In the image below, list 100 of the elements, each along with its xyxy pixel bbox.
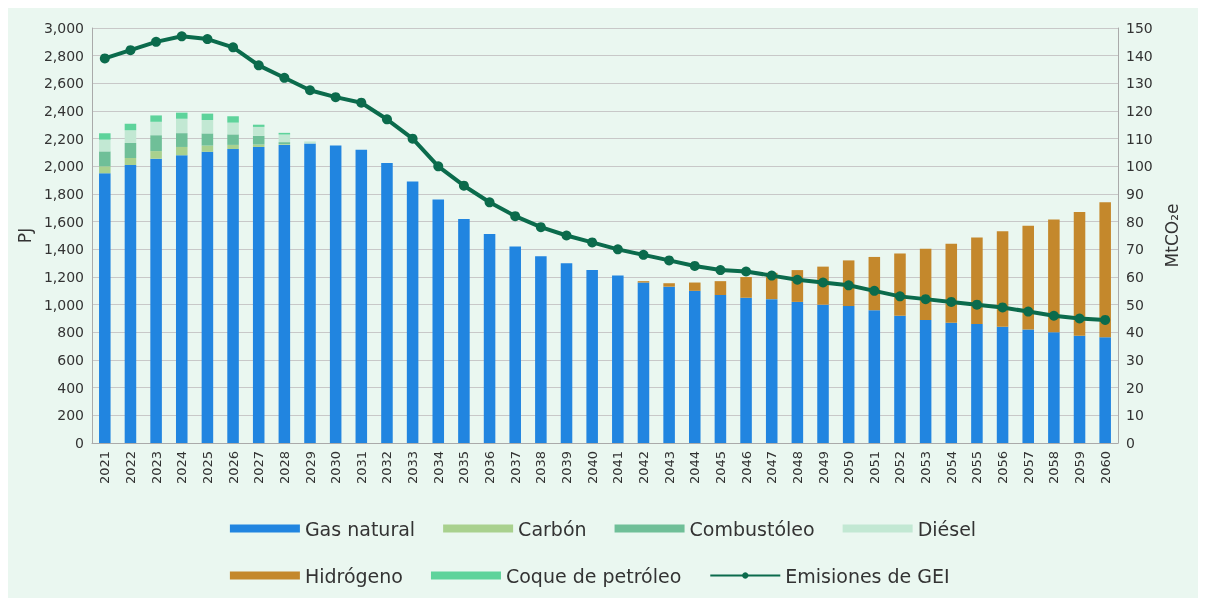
y-tick-label: 400 (57, 379, 84, 396)
legend-label: Hidrógeno (304, 564, 403, 587)
bar (996, 326, 1009, 443)
bar (586, 270, 598, 443)
point (253, 60, 264, 71)
bar (150, 135, 162, 152)
x-tick-label: 2060 (1097, 451, 1113, 485)
bar (175, 133, 188, 147)
x-tick-label: 2033 (405, 451, 421, 485)
bar (714, 294, 727, 443)
bar (99, 133, 111, 140)
bar (201, 145, 214, 152)
bar (227, 116, 239, 123)
y2-tick-label: 80 (1126, 213, 1144, 230)
point (561, 230, 572, 241)
bar (817, 304, 829, 443)
y2-tick-label: 90 (1126, 186, 1144, 202)
y-tick-label: 200 (57, 407, 84, 424)
y2-tick-label: 20 (1126, 379, 1144, 396)
x-tick-label: 2049 (815, 451, 831, 485)
point (689, 260, 700, 271)
y-tick-label: 1,000 (43, 296, 84, 313)
y-tick-label: 3,000 (43, 20, 84, 36)
y2-tick-label: 150 (1126, 20, 1153, 36)
bar (227, 134, 239, 145)
x-tick-label: 2046 (738, 451, 754, 485)
bar (227, 149, 239, 443)
bar (535, 256, 547, 443)
bar (740, 277, 752, 298)
y2-tick-label: 10 (1126, 407, 1144, 424)
point (330, 92, 341, 103)
bar (227, 144, 239, 150)
y-tick-label: 2,600 (43, 75, 84, 92)
y-tick-label: 1,200 (43, 269, 84, 285)
x-tick-label: 2039 (559, 451, 575, 485)
bar (201, 151, 214, 443)
point (1100, 314, 1111, 325)
bar (150, 115, 162, 122)
point (946, 296, 957, 307)
bar (99, 173, 111, 443)
point (792, 274, 803, 285)
x-tick-label: 2023 (148, 451, 164, 485)
point (715, 265, 726, 276)
point (766, 270, 777, 281)
x-tick-label: 2043 (661, 451, 677, 485)
y2-tick-label: 140 (1126, 47, 1153, 64)
y2-tick-label: 40 (1126, 324, 1144, 341)
y2-tick-label: 60 (1126, 269, 1144, 285)
legend-label: Gas natural (304, 517, 416, 540)
point (535, 222, 546, 233)
point (484, 197, 495, 208)
bar (406, 181, 419, 443)
y2-tick-label: 70 (1126, 241, 1144, 258)
bar (945, 322, 958, 443)
point (587, 237, 598, 248)
bar (1099, 202, 1111, 338)
y2-tick-label: 0 (1126, 435, 1135, 451)
bar (175, 112, 188, 119)
bar (637, 282, 650, 443)
bar (150, 121, 162, 136)
bar (381, 162, 393, 443)
x-tick-label: 2026 (225, 451, 241, 485)
bar (509, 246, 521, 443)
point (1048, 310, 1059, 321)
bar (124, 130, 137, 144)
bar (714, 281, 727, 295)
x-tick-label: 2052 (892, 451, 908, 485)
point (381, 114, 392, 125)
point (1074, 313, 1085, 324)
bar (919, 319, 932, 443)
bar (124, 158, 137, 165)
bar (227, 122, 239, 135)
bar (432, 199, 445, 443)
bar (99, 139, 111, 152)
y-tick-label: 800 (57, 324, 84, 341)
bar (201, 133, 214, 146)
bar (483, 234, 496, 443)
point (920, 294, 931, 305)
x-tick-label: 2036 (482, 451, 498, 485)
point (125, 45, 136, 56)
y-tick-label: 2,800 (43, 47, 84, 64)
y2-tick-label: 100 (1126, 158, 1153, 175)
bar (689, 282, 701, 291)
y2-tick-label: 110 (1126, 130, 1153, 147)
legend-label: Emisiones de GEI (785, 564, 950, 587)
bar (1048, 332, 1060, 443)
bar (1048, 219, 1060, 333)
y2-tick-label: 120 (1126, 103, 1153, 119)
x-tick-label: 2030 (328, 451, 344, 485)
y-tick-label: 2,400 (43, 103, 84, 119)
x-tick-label: 2034 (430, 451, 446, 485)
bar (689, 290, 701, 443)
bar (175, 118, 188, 134)
bar (99, 151, 111, 167)
y-tick-label: 2,000 (43, 158, 84, 175)
bar (304, 143, 316, 443)
bar (945, 243, 958, 323)
point (202, 34, 213, 45)
y-tick-label: 0 (75, 435, 84, 451)
y2-tick-label: 50 (1126, 296, 1144, 313)
